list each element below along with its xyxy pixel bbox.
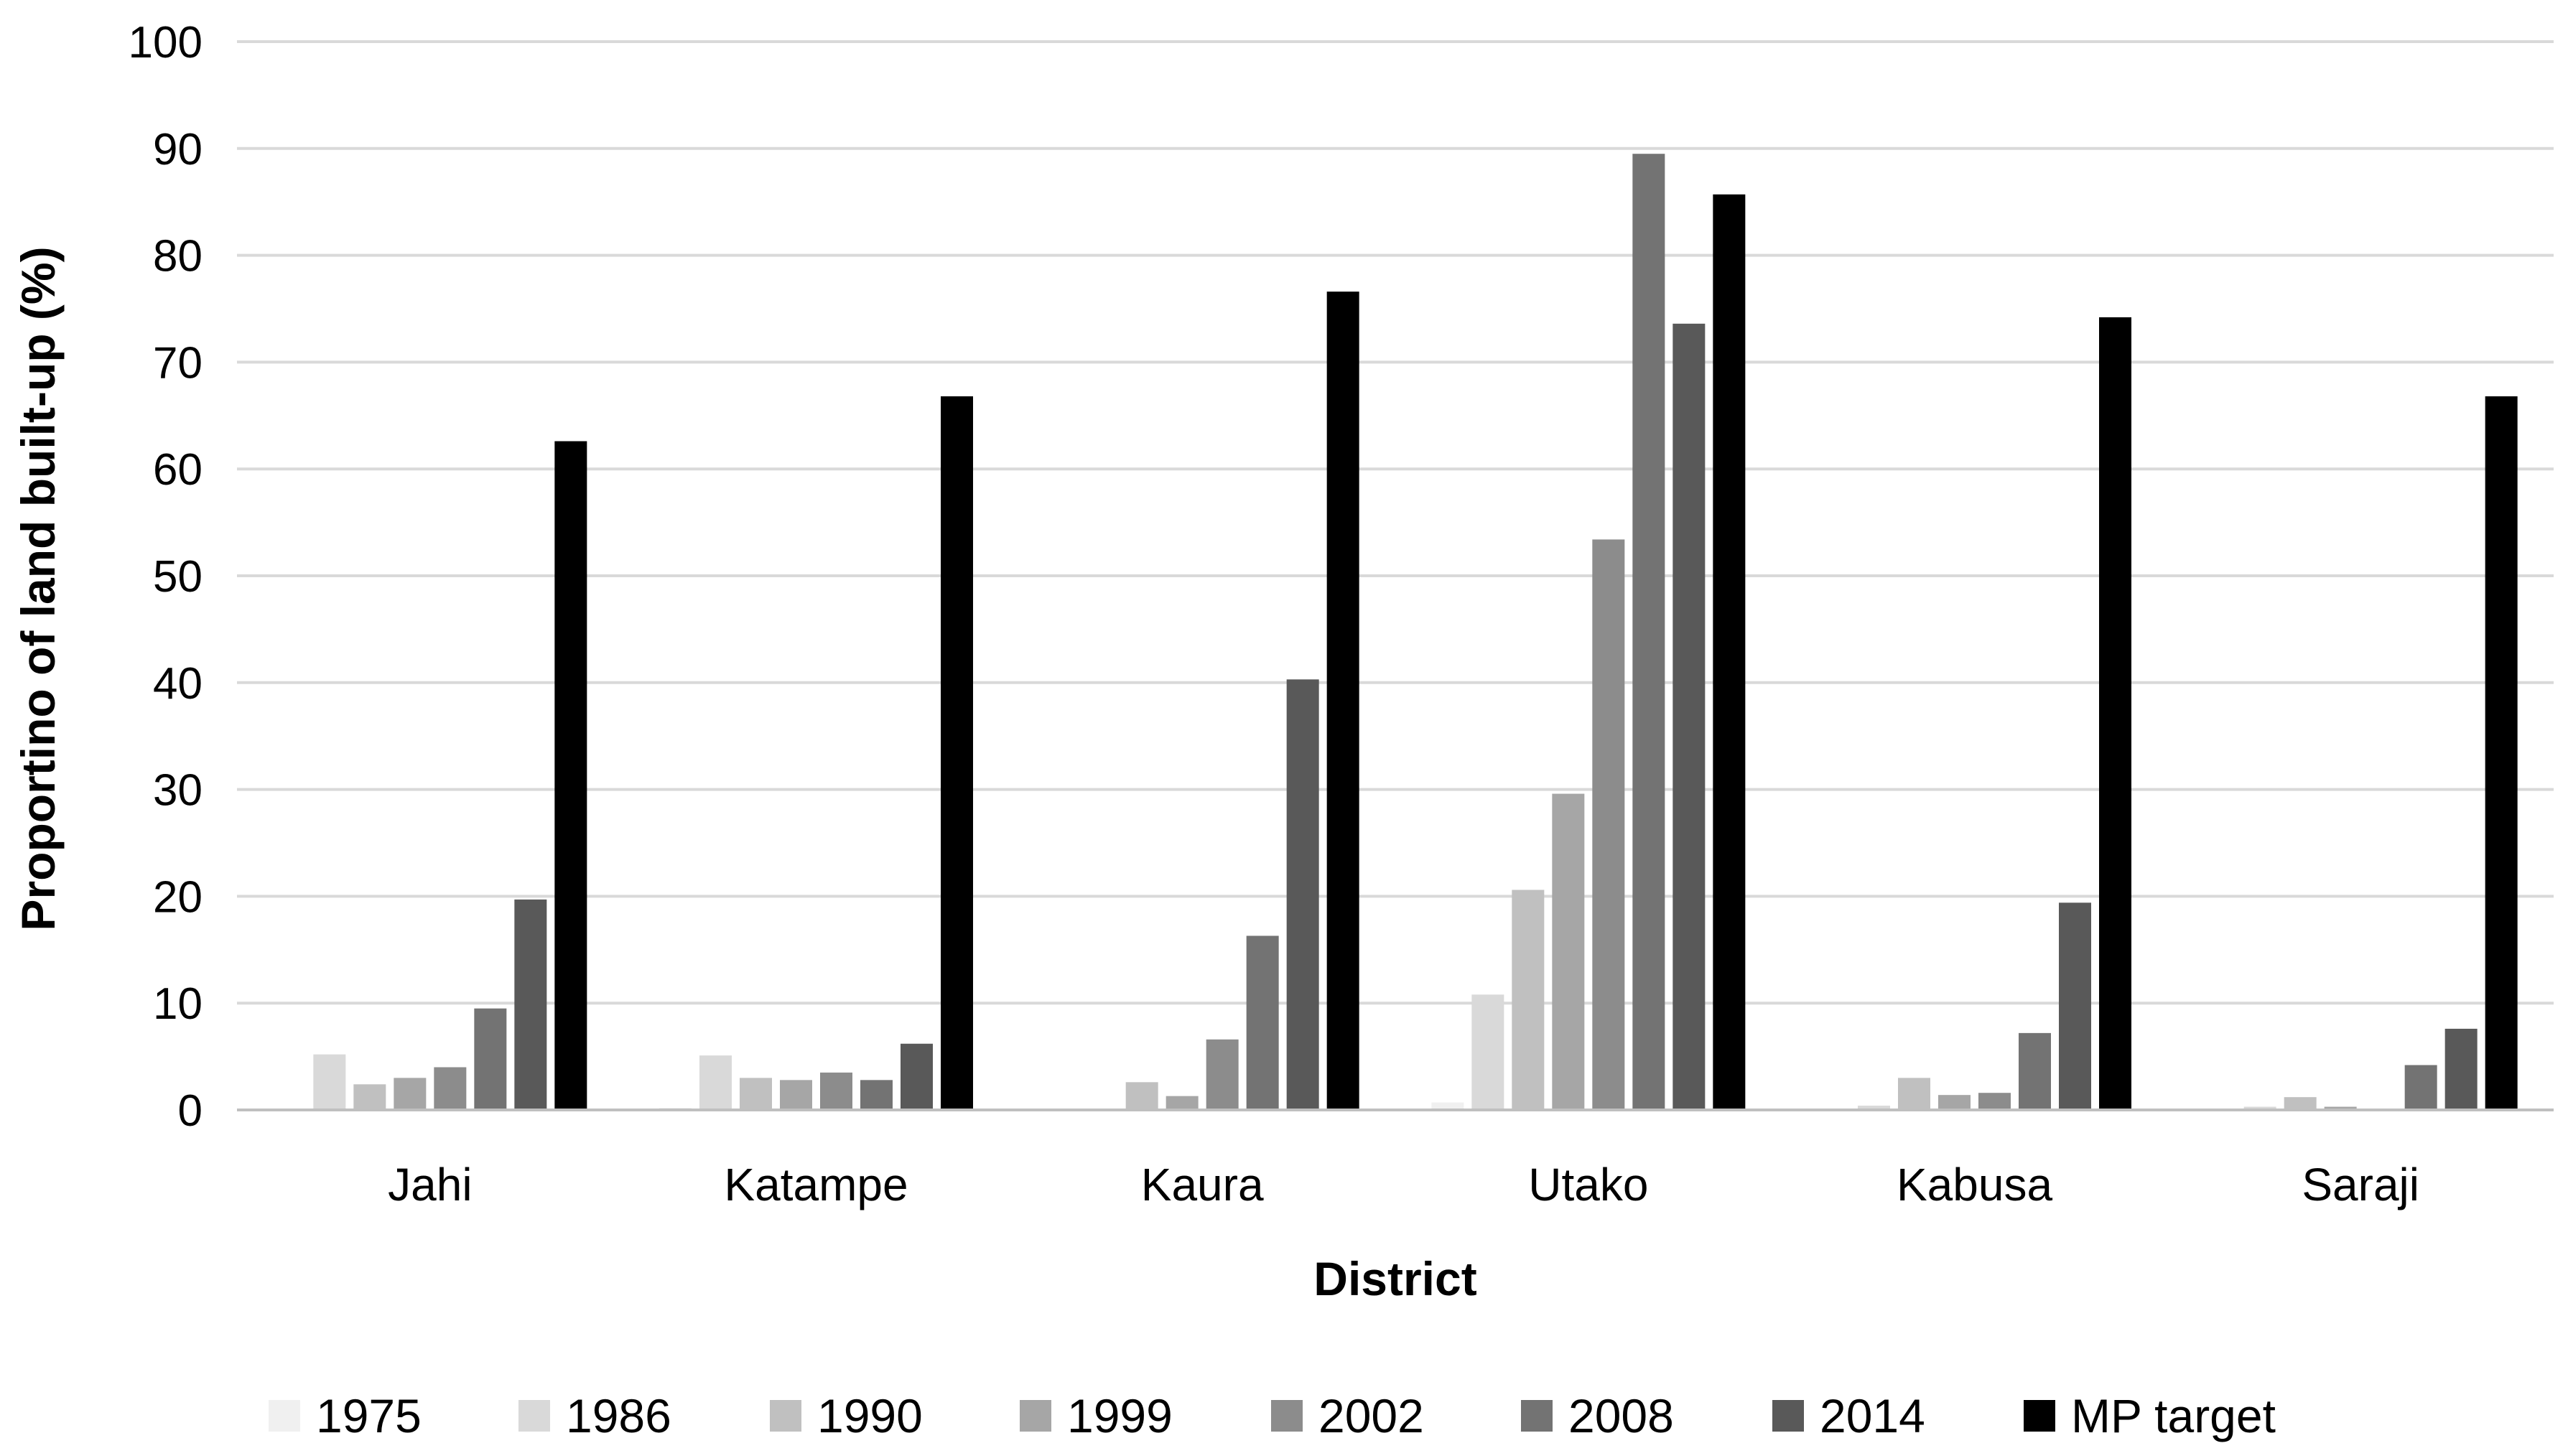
bar-jahi-mp-target <box>554 441 587 1110</box>
legend-swatch <box>1020 1400 1051 1432</box>
bar-kabusa-2008 <box>2019 1032 2051 1110</box>
legend-label: 1986 <box>566 1389 671 1442</box>
bar-jahi-1999 <box>394 1078 427 1110</box>
y-tick-label: 100 <box>129 18 203 67</box>
bar-jahi-1986 <box>313 1054 346 1110</box>
bar-utako-mp-target <box>1713 194 1746 1111</box>
x-axis-categories: Jahi Katampe Kaura Utako Kabusa Saraji <box>388 1159 2419 1210</box>
legend-swatch <box>1271 1400 1303 1432</box>
bar-kabusa-1986 <box>1858 1106 1890 1110</box>
bar-jahi-2008 <box>474 1008 507 1110</box>
bar-katampe-mp-target <box>941 396 973 1110</box>
legend-label: 1990 <box>817 1389 923 1442</box>
gridlines <box>237 40 2554 1005</box>
legend-label: 2002 <box>1318 1389 1424 1442</box>
bar-kaura-mp-target <box>1326 291 1359 1110</box>
bar-jahi-1990 <box>353 1084 386 1110</box>
bar-saraji-mp-target <box>2485 396 2518 1110</box>
legend-label: 1975 <box>316 1389 422 1442</box>
y-tick-label: 50 <box>153 552 203 602</box>
bar-katampe-1999 <box>780 1080 812 1110</box>
legend-label: 2008 <box>1568 1389 1674 1442</box>
bar-kaura-1999 <box>1166 1096 1199 1110</box>
bar-katampe-2002 <box>820 1072 852 1110</box>
legend-label: 1999 <box>1067 1389 1173 1442</box>
x-category-label: Katampe <box>724 1159 908 1210</box>
bar-saraji-2008 <box>2404 1065 2437 1110</box>
bar-kaura-2008 <box>1246 935 1279 1110</box>
bar-utako-2014 <box>1673 323 1706 1110</box>
y-tick-label: 20 <box>153 872 203 922</box>
bar-kabusa-mp-target <box>2099 317 2131 1110</box>
bar-saraji-1999 <box>2324 1106 2357 1110</box>
bar-saraji-2014 <box>2444 1028 2478 1110</box>
y-axis-title: Proportino of land built-up (%) <box>11 246 65 930</box>
y-tick-label: 40 <box>153 659 203 709</box>
bar-saraji-1990 <box>2284 1097 2317 1110</box>
x-category-label: Saraji <box>2302 1159 2419 1210</box>
bar-katampe-2014 <box>901 1043 933 1110</box>
bar-utako-2002 <box>1592 539 1625 1110</box>
y-tick-label: 70 <box>153 338 203 388</box>
y-tick-label: 80 <box>153 232 203 281</box>
bar-kaura-1990 <box>1125 1082 1158 1110</box>
bar-saraji-1986 <box>2243 1106 2276 1110</box>
legend-swatch <box>269 1400 300 1432</box>
bar-utako-1990 <box>1512 890 1545 1110</box>
bar-kabusa-2002 <box>1978 1093 2011 1110</box>
x-category-label: Utako <box>1528 1159 1648 1210</box>
bar-utako-1986 <box>1471 994 1504 1110</box>
legend-swatch <box>1521 1400 1553 1432</box>
y-axis-ticks: 0 10 20 30 40 50 60 70 80 90 100 <box>129 18 203 1136</box>
bar-jahi-2002 <box>434 1067 467 1110</box>
x-category-label: Jahi <box>388 1159 472 1210</box>
bar-kabusa-1990 <box>1898 1078 1930 1110</box>
bar-katampe-1986 <box>699 1055 732 1110</box>
y-tick-label: 60 <box>153 445 203 495</box>
y-tick-label: 10 <box>153 979 203 1029</box>
legend-swatch <box>2024 1400 2055 1432</box>
y-tick-label: 30 <box>153 766 203 816</box>
legend: 1975 1986 1990 1999 2002 2008 2014 MP target <box>269 1389 2276 1442</box>
legend-swatch <box>518 1400 550 1432</box>
bar-katampe-2008 <box>860 1080 893 1110</box>
x-axis-title: District <box>1313 1252 1476 1305</box>
bars <box>313 154 2518 1111</box>
bar-utako-2008 <box>1632 154 1665 1111</box>
bar-utako-1999 <box>1552 793 1585 1110</box>
bar-kabusa-2014 <box>2059 902 2091 1110</box>
legend-swatch <box>1772 1400 1804 1432</box>
legend-label: MP target <box>2071 1389 2276 1442</box>
legend-swatch <box>770 1400 801 1432</box>
x-category-label: Kabusa <box>1897 1159 2052 1210</box>
bar-kaura-2002 <box>1206 1039 1239 1110</box>
x-category-label: Kaura <box>1141 1159 1264 1210</box>
bar-jahi-2014 <box>514 899 547 1110</box>
legend-label: 2014 <box>1820 1389 1925 1442</box>
bar-kaura-2014 <box>1286 679 1319 1110</box>
bar-utako-1975 <box>1431 1102 1464 1110</box>
bar-katampe-1990 <box>740 1078 772 1110</box>
y-tick-label: 90 <box>153 125 203 174</box>
bar-kabusa-1999 <box>1938 1095 1971 1110</box>
y-tick-label: 0 <box>178 1086 203 1136</box>
